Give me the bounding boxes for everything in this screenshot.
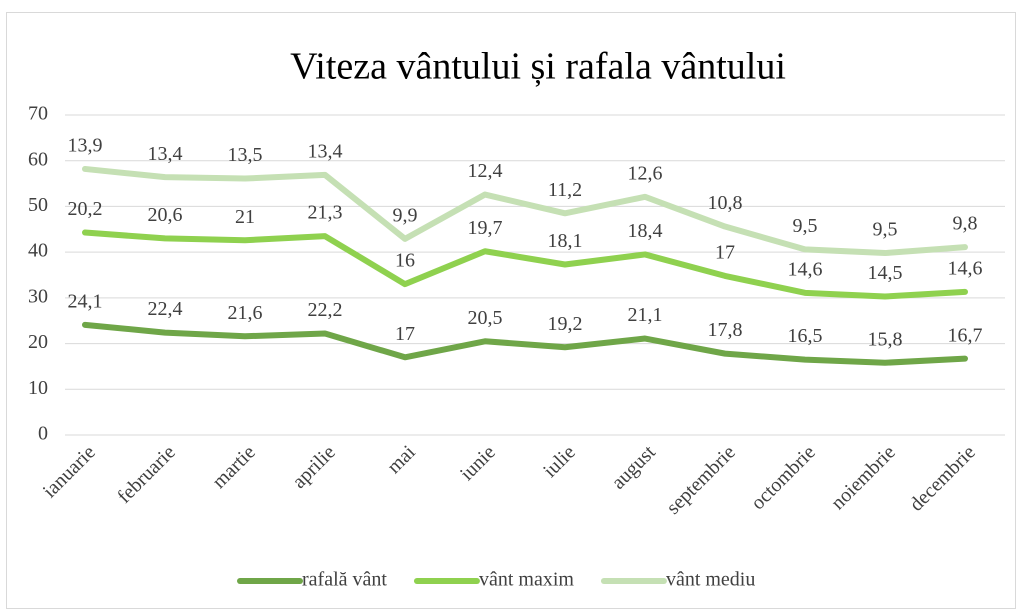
data-label: 17,8 <box>708 319 743 341</box>
data-label: 9,5 <box>793 215 818 237</box>
data-label: 24,1 <box>68 290 103 312</box>
data-label: 13,5 <box>228 144 263 166</box>
legend-label: vânt mediu <box>666 569 755 591</box>
data-label: 12,6 <box>628 162 663 184</box>
data-label: 21 <box>235 206 255 228</box>
data-label: 13,4 <box>148 143 183 165</box>
chart-title: Viteza vântului și rafala vântului <box>290 46 786 88</box>
data-label: 13,9 <box>68 135 103 157</box>
data-label: 20,6 <box>148 204 183 226</box>
data-label: 16,7 <box>948 324 983 346</box>
data-label: 18,4 <box>628 220 663 242</box>
data-label: 10,8 <box>708 192 743 214</box>
data-label: 9,8 <box>953 213 978 235</box>
data-label: 16,5 <box>788 325 823 347</box>
data-label: 14,6 <box>788 258 823 280</box>
data-label: 14,6 <box>948 258 983 280</box>
data-label: 16 <box>395 250 415 272</box>
data-label: 19,7 <box>468 217 503 239</box>
data-label: 11,2 <box>548 179 582 201</box>
y-tick-label: 70 <box>28 103 48 125</box>
data-label: 19,2 <box>548 313 583 335</box>
data-label: 15,8 <box>868 328 903 350</box>
data-label: 20,5 <box>468 307 503 329</box>
data-label: 22,2 <box>308 299 343 321</box>
data-label: 20,2 <box>68 198 103 220</box>
series-line <box>82 229 968 300</box>
data-label: 12,4 <box>468 160 503 182</box>
chart-border <box>6 12 1016 609</box>
data-label: 17 <box>395 323 415 345</box>
y-tick-label: 50 <box>28 194 48 216</box>
y-tick-label: 10 <box>28 377 48 399</box>
y-tick-label: 40 <box>28 240 48 262</box>
series-line <box>82 321 968 366</box>
data-label: 17 <box>715 242 735 264</box>
data-label: 18,1 <box>548 230 583 252</box>
y-tick-label: 60 <box>28 148 48 170</box>
legend-label: rafală vânt <box>302 569 387 591</box>
legend-label: vânt maxim <box>479 569 574 591</box>
data-label: 13,4 <box>308 140 343 162</box>
y-tick-label: 30 <box>28 285 48 307</box>
series-line <box>82 165 968 257</box>
data-label: 14,5 <box>868 262 903 284</box>
y-tick-label: 20 <box>28 331 48 353</box>
y-tick-label: 0 <box>38 423 48 445</box>
data-label: 22,4 <box>148 298 183 320</box>
data-label: 21,1 <box>628 304 663 326</box>
data-label: 9,5 <box>873 219 898 241</box>
data-label: 21,6 <box>228 302 263 324</box>
data-label: 9,9 <box>393 204 418 226</box>
data-label: 21,3 <box>308 202 343 224</box>
